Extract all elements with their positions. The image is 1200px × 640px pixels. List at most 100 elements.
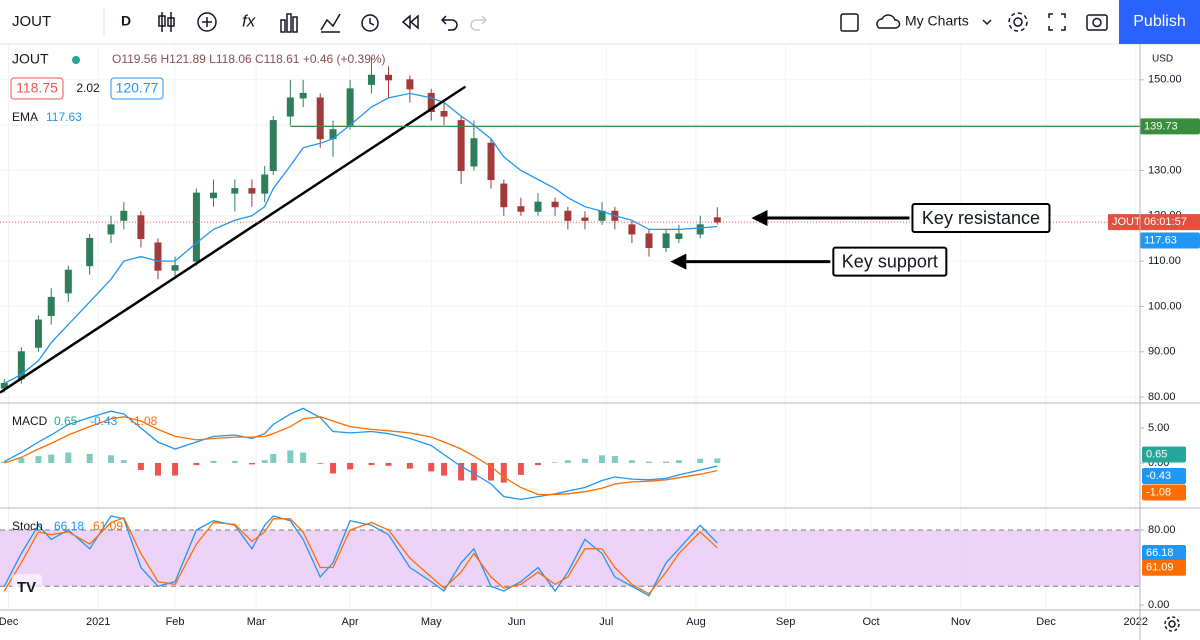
- stoch-k-line: [3, 515, 718, 597]
- candle-body: [457, 120, 465, 171]
- stoch-d-line: [3, 516, 718, 595]
- histogram-bar: [154, 462, 161, 476]
- annotation-box: [832, 246, 948, 277]
- x-tick-label: Jun: [508, 616, 526, 628]
- candle-body: [385, 74, 393, 81]
- publish-label[interactable]: Publish: [1133, 13, 1185, 30]
- last-price-tag: [1108, 214, 1200, 231]
- dropdown-icon[interactable]: [982, 19, 992, 26]
- histogram-bar: [231, 460, 238, 463]
- candle-body: [534, 201, 542, 212]
- chart-type-icon[interactable]: [158, 12, 175, 32]
- pane-title: Stoch: [12, 519, 43, 533]
- candle-body: [209, 192, 217, 199]
- settings-icon[interactable]: [1008, 12, 1028, 32]
- y-tick-label: 90.00: [1148, 346, 1176, 358]
- histogram-bar: [697, 458, 704, 463]
- tradingview-logo: TV: [12, 574, 42, 600]
- price-tag: [1142, 468, 1186, 484]
- toolbar: [0, 0, 1200, 44]
- candle-body: [551, 201, 559, 208]
- histogram-bar: [347, 462, 354, 470]
- signal-line: [4, 416, 718, 496]
- publish-button[interactable]: [1119, 0, 1200, 44]
- candle-body: [107, 224, 115, 235]
- replay-icon[interactable]: [401, 14, 419, 30]
- symbol-button[interactable]: JOUT: [12, 13, 51, 30]
- currency: USD: [1152, 54, 1173, 65]
- candle-body: [269, 120, 277, 171]
- ema-legend-name: EMA: [12, 110, 38, 124]
- legend-value: 66.18: [54, 519, 84, 533]
- bar-countdown: 06:01:57: [1144, 216, 1187, 228]
- my-charts-button[interactable]: My Charts: [905, 13, 969, 29]
- histogram-bar: [248, 462, 255, 465]
- candle-body: [192, 192, 200, 262]
- candle-body: [171, 265, 179, 271]
- histogram-bar: [552, 462, 559, 463]
- layout-icon[interactable]: [840, 13, 859, 32]
- candle-body: [675, 233, 683, 239]
- histogram-bar: [458, 462, 465, 481]
- axis-settings-icon[interactable]: [1164, 616, 1180, 632]
- histogram-bar: [488, 462, 495, 481]
- price-tag-label: 139.73: [1144, 120, 1178, 132]
- histogram-bar: [517, 462, 524, 475]
- price-tag: [1142, 559, 1186, 576]
- x-tick-label: 2021: [86, 616, 110, 628]
- x-tick-label: Nov: [951, 616, 971, 628]
- histogram-bar: [65, 452, 72, 463]
- histogram-bar: [628, 460, 635, 463]
- candle-body: [662, 233, 670, 249]
- candle-body: [367, 74, 375, 85]
- candle-body: [696, 224, 704, 235]
- histogram-bar: [261, 460, 268, 463]
- histogram-bar: [611, 455, 618, 463]
- histogram-bar: [534, 462, 541, 466]
- undo-icon[interactable]: [440, 15, 458, 31]
- price-tag-label: -0.43: [1146, 470, 1171, 482]
- y-tick-label: 80.00: [1148, 391, 1176, 403]
- arrow-head: [670, 253, 687, 270]
- candle-body: [286, 97, 294, 117]
- y-tick-label: 80.00: [1148, 524, 1176, 536]
- redo-icon[interactable]: [470, 15, 488, 31]
- fullscreen-icon[interactable]: [1048, 13, 1066, 31]
- alert-icon[interactable]: [361, 14, 379, 32]
- candle-body: [517, 206, 525, 212]
- interval-button[interactable]: D: [121, 13, 131, 29]
- templates-icon[interactable]: [320, 13, 341, 33]
- candle-body: [299, 92, 307, 99]
- candle-body: [231, 188, 239, 194]
- candle-body: [487, 142, 495, 181]
- histogram-bar: [330, 462, 337, 474]
- candle-body: [440, 111, 448, 117]
- histogram-bar: [193, 462, 200, 466]
- price-tag: [1140, 118, 1200, 135]
- candle-body: [406, 79, 414, 90]
- financials-icon[interactable]: [280, 13, 298, 33]
- pane-title: MACD: [12, 414, 48, 428]
- x-tick-label: Mar: [247, 616, 266, 628]
- histogram-bar: [385, 462, 392, 466]
- candle-body: [137, 215, 145, 239]
- add-compare-icon[interactable]: [197, 12, 217, 32]
- x-tick-label: 2022: [1123, 616, 1147, 628]
- histogram-bar: [428, 462, 435, 472]
- candle-body: [564, 210, 572, 221]
- histogram-bar: [210, 460, 217, 463]
- snapshot-icon[interactable]: [1086, 14, 1108, 31]
- ema-legend-value: 117.63: [46, 110, 82, 124]
- x-tick-label: Sep: [776, 616, 796, 628]
- bid-box: [10, 77, 64, 100]
- legend-symbol: JOUT: [12, 51, 49, 67]
- histogram-bar: [172, 462, 179, 476]
- candle-body: [261, 174, 269, 194]
- histogram-bar: [406, 462, 413, 469]
- histogram-bar: [714, 458, 721, 463]
- y-tick-label: 5.00: [1148, 422, 1169, 434]
- cloud-icon[interactable]: [876, 14, 901, 29]
- histogram-bar: [287, 450, 294, 463]
- indicators-icon[interactable]: fx: [242, 11, 256, 30]
- price-tag: [1140, 232, 1200, 249]
